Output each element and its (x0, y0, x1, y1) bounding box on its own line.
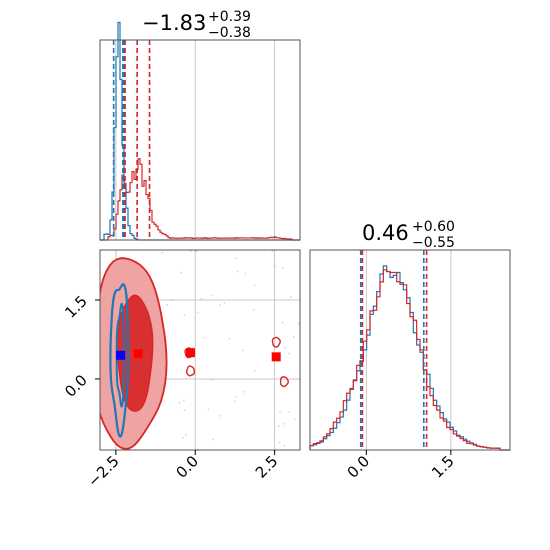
scatter-point (184, 434, 187, 436)
y-tick-label: 1.5 (61, 292, 91, 322)
scatter-point (288, 410, 291, 413)
scatter-point (182, 436, 185, 439)
title-minus: −0.55 (412, 235, 455, 251)
scatter-point (241, 349, 244, 352)
scatter-point (243, 390, 246, 393)
scatter-point (228, 337, 231, 340)
scatter-point (219, 414, 222, 417)
scatter-point (293, 418, 296, 421)
scatter-point (282, 267, 284, 269)
scatter-point (253, 369, 256, 372)
title-plus: +0.39 (208, 9, 251, 25)
scatter-point (271, 250, 274, 253)
scatter-point (279, 411, 281, 414)
x-tick-label: −2.5 (84, 452, 122, 490)
scatter-point (234, 395, 237, 398)
red-histogram (100, 158, 300, 241)
scatter-point (219, 304, 222, 307)
scatter-point (234, 400, 236, 403)
y-tick-label: 0.0 (61, 371, 91, 401)
scatter-point (161, 252, 164, 254)
red-histogram (309, 269, 510, 451)
scatter-point (282, 422, 285, 425)
red-marker (133, 349, 143, 359)
grid-lines (115, 40, 276, 240)
scatter-point (207, 408, 210, 411)
scatter-point (288, 352, 291, 355)
scatter-point (297, 322, 300, 325)
scatter-point (211, 438, 214, 441)
scatter-point (166, 304, 168, 306)
quantile-lines (112, 40, 151, 240)
scatter-point (278, 441, 281, 444)
x-ticks: −2.5 0.0 2.5 (84, 450, 281, 491)
title-median: −1.83 (142, 11, 206, 35)
scatter-point (190, 250, 193, 253)
title-minus: −0.38 (208, 25, 251, 41)
blue-histogram (100, 21, 300, 241)
scatter-point (235, 257, 238, 260)
scatter-point (252, 308, 255, 311)
x-tick-label: 1.5 (428, 452, 458, 482)
title-plus: +0.60 (412, 219, 455, 235)
scatter-point (244, 272, 247, 275)
scatter-point (236, 270, 239, 273)
scatter-point (178, 402, 181, 404)
x-tick-label: 0.0 (344, 452, 374, 482)
panel-joint-2d: −2.5 0.0 2.5 0.0 1.5 (61, 249, 301, 491)
red-contour-island (279, 376, 290, 388)
scatter-point (284, 347, 287, 350)
histograms (100, 21, 300, 241)
panel-param2-histogram: 0.0 1.5 0.46 +0.60 −0.55 (309, 219, 511, 482)
x-tick-label: 0.0 (172, 452, 202, 482)
blue-marker (116, 350, 126, 360)
scatter-point (292, 336, 295, 338)
scatter-point (195, 250, 198, 253)
x-tick-label: 2.5 (252, 452, 282, 482)
title-median: 0.46 (362, 221, 409, 245)
x-ticks: 0.0 1.5 (344, 450, 458, 482)
red-marker (271, 352, 281, 362)
blue-histogram (309, 265, 510, 451)
scatter-point (210, 294, 213, 297)
scatter-point (289, 296, 292, 298)
scatter-point (203, 336, 206, 339)
scatter-point (210, 378, 213, 381)
scatter-point (253, 284, 256, 287)
blue-contour-outer (109, 283, 130, 438)
scatter-point (281, 321, 284, 324)
scatter-point (180, 271, 182, 274)
grid-lines (365, 250, 452, 450)
scatter-point (200, 297, 203, 300)
markers (116, 348, 281, 362)
panel-title: 0.46 +0.60 −0.55 (362, 219, 455, 251)
panel-param1-histogram: −1.83 +0.39 −0.38 (99, 9, 301, 241)
red-contour-island (186, 365, 196, 377)
scatter-point (183, 399, 185, 402)
panel-frame (99, 249, 301, 451)
contours (100, 257, 290, 450)
scatter-point (273, 265, 276, 268)
histograms (309, 265, 510, 451)
panel-frame (309, 249, 511, 451)
scatter-point (171, 298, 174, 301)
scatter-point (223, 302, 226, 304)
red-contour-island (271, 336, 281, 348)
scatter-point (183, 314, 186, 317)
y-ticks: 0.0 1.5 (61, 292, 100, 401)
scatter-point (183, 409, 186, 412)
quantile-lines (359, 250, 428, 450)
panel-frame (99, 39, 301, 241)
scatter-point (283, 444, 286, 447)
scatter-point (196, 311, 199, 314)
scatter-point (277, 425, 280, 428)
panel-title: −1.83 +0.39 −0.38 (142, 9, 251, 41)
red-marker (185, 348, 195, 358)
